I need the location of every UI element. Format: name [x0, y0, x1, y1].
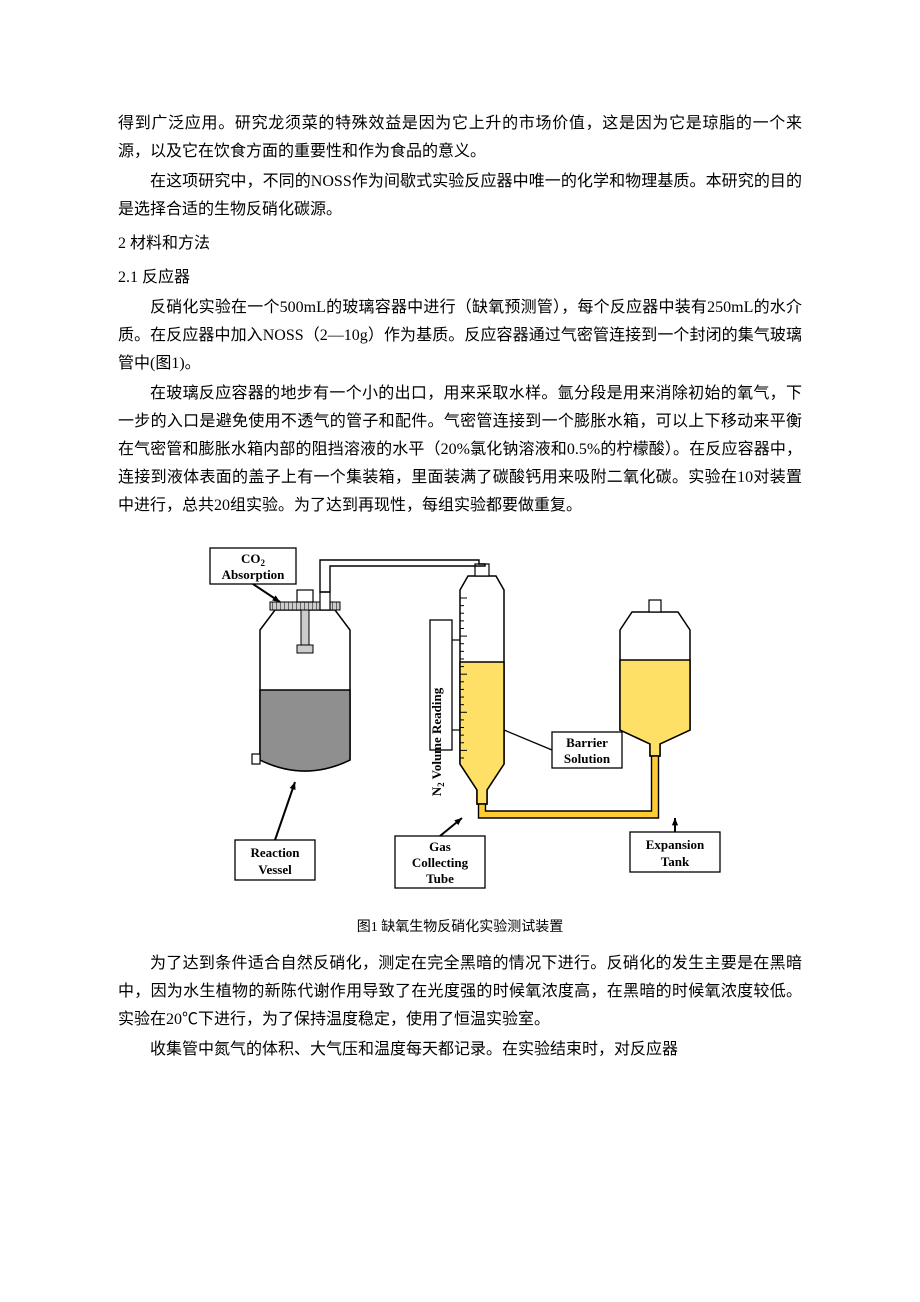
subsection-heading: 2.1 反应器	[118, 264, 802, 292]
svg-text:Vessel: Vessel	[258, 862, 292, 877]
svg-text:Tank: Tank	[661, 854, 690, 869]
figure-caption: 图1 缺氧生物反硝化实验测试装置	[118, 916, 802, 940]
svg-text:Expansion: Expansion	[646, 837, 705, 852]
page: 得到广泛应用。研究龙须菜的特殊效益是因为它上升的市场价值，这是因为它是琼脂的一个…	[0, 0, 920, 1126]
svg-text:N2 Volume Reading: N2 Volume Reading	[429, 687, 446, 796]
svg-text:Tube: Tube	[426, 871, 454, 886]
svg-text:Collecting: Collecting	[412, 855, 469, 870]
paragraph: 在玻璃反应容器的地步有一个小的出口，用来采取水样。氩分段是用来消除初始的氧气，下…	[118, 380, 802, 520]
svg-text:Reaction: Reaction	[250, 845, 300, 860]
paragraph: 在这项研究中，不同的NOSS作为间歇式实验反应器中唯一的化学和物理基质。本研究的…	[118, 168, 802, 224]
svg-text:Solution: Solution	[564, 751, 611, 766]
svg-text:Gas: Gas	[429, 839, 451, 854]
figure-apparatus-diagram: N2 Volume ReadingCO2AbsorptionBarrierSol…	[118, 530, 802, 910]
paragraph: 收集管中氮气的体积、大气压和温度每天都记录。在实验结束时，对反应器	[118, 1036, 802, 1064]
paragraph: 得到广泛应用。研究龙须菜的特殊效益是因为它上升的市场价值，这是因为它是琼脂的一个…	[118, 110, 802, 166]
paragraph: 为了达到条件适合自然反硝化，测定在完全黑暗的情况下进行。反硝化的发生主要是在黑暗…	[118, 950, 802, 1034]
svg-text:Barrier: Barrier	[566, 735, 608, 750]
svg-text:Absorption: Absorption	[222, 567, 286, 582]
apparatus-svg: N2 Volume ReadingCO2AbsorptionBarrierSol…	[180, 530, 740, 910]
section-heading: 2 材料和方法	[118, 230, 802, 258]
paragraph: 反硝化实验在一个500mL的玻璃容器中进行（缺氧预测管），每个反应器中装有250…	[118, 294, 802, 378]
